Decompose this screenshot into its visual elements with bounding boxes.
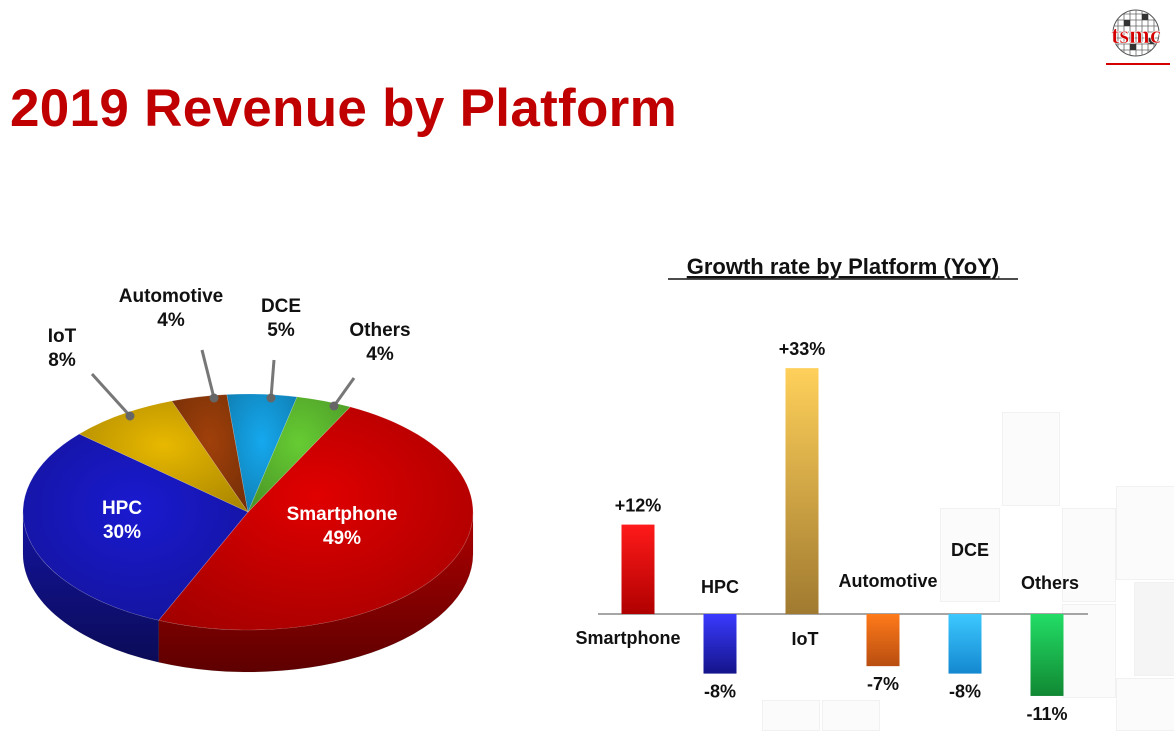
pie-slice-smartphone <box>158 406 474 631</box>
pie-value-smartphone: 49% <box>323 528 361 549</box>
pie-label-dce: DCE <box>261 296 301 317</box>
pie-leader-dot-iot <box>125 411 135 421</box>
pie-slice-iot <box>78 400 249 513</box>
bar-value-automotive: -7% <box>867 674 899 694</box>
pie-slice-dce <box>226 393 298 514</box>
bar-chart-title: Growth rate by Platform (YoY) <box>687 254 1000 279</box>
bar-category-dce: DCE <box>951 540 989 560</box>
bar-value-hpc: -8% <box>704 682 736 702</box>
growth-bar-chart: Growth rate by Platform (YoY) +12% -8% +33%… <box>560 240 1174 729</box>
pie-slice-hpc <box>22 433 249 621</box>
bar-value-dce: -8% <box>949 682 981 702</box>
pie-leader-others <box>332 377 356 407</box>
pie-leader-iot <box>90 372 132 418</box>
pie-leader-automotive <box>200 349 216 399</box>
bar-category-others: Others <box>1021 573 1079 593</box>
bar-automotive <box>866 614 900 667</box>
pie-value-automotive: 4% <box>157 310 185 331</box>
pie-value-others: 4% <box>366 344 394 365</box>
pie-label-iot: IoT <box>48 326 77 347</box>
pie-slice-automotive <box>171 394 249 513</box>
pie-leader-dot-dce <box>266 393 276 403</box>
page-title: 2019 Revenue by Platform <box>10 79 678 138</box>
pie-label-automotive: Automotive <box>119 286 224 307</box>
pie-leader-dot-automotive <box>209 393 219 403</box>
pie-label-hpc: HPC <box>102 498 142 519</box>
revenue-pie-chart: Smartphone 49% HPC 30% IoT 8% Automotive 4% DCE 5… <box>0 280 560 729</box>
tsmc-logo: tsmc <box>1096 6 1172 68</box>
bar-value-smartphone: +12% <box>615 496 662 516</box>
pie-value-dce: 5% <box>267 320 295 341</box>
bar-others <box>1030 614 1064 696</box>
pie-label-others: Others <box>349 320 410 341</box>
pie-label-smartphone: Smartphone <box>287 504 398 525</box>
pie-leader-dce <box>269 359 276 399</box>
bar-hpc <box>703 614 737 674</box>
bar-value-iot: +33% <box>779 339 826 359</box>
pie-value-hpc: 30% <box>103 522 141 543</box>
bar-dce <box>948 614 982 674</box>
pie-slice-others <box>247 396 351 513</box>
bar-category-hpc: HPC <box>701 577 739 597</box>
bar-category-iot: IoT <box>792 629 819 649</box>
bar-iot <box>785 368 819 614</box>
bar-value-others: -11% <box>1026 704 1067 724</box>
bar-category-smartphone: Smartphone <box>575 628 680 648</box>
bar-category-automotive: Automotive <box>839 571 938 591</box>
pie-value-iot: 8% <box>48 350 76 371</box>
bar-smartphone <box>621 524 655 614</box>
logo-text: tsmc <box>1111 22 1161 49</box>
pie-leader-dot-others <box>329 401 339 411</box>
